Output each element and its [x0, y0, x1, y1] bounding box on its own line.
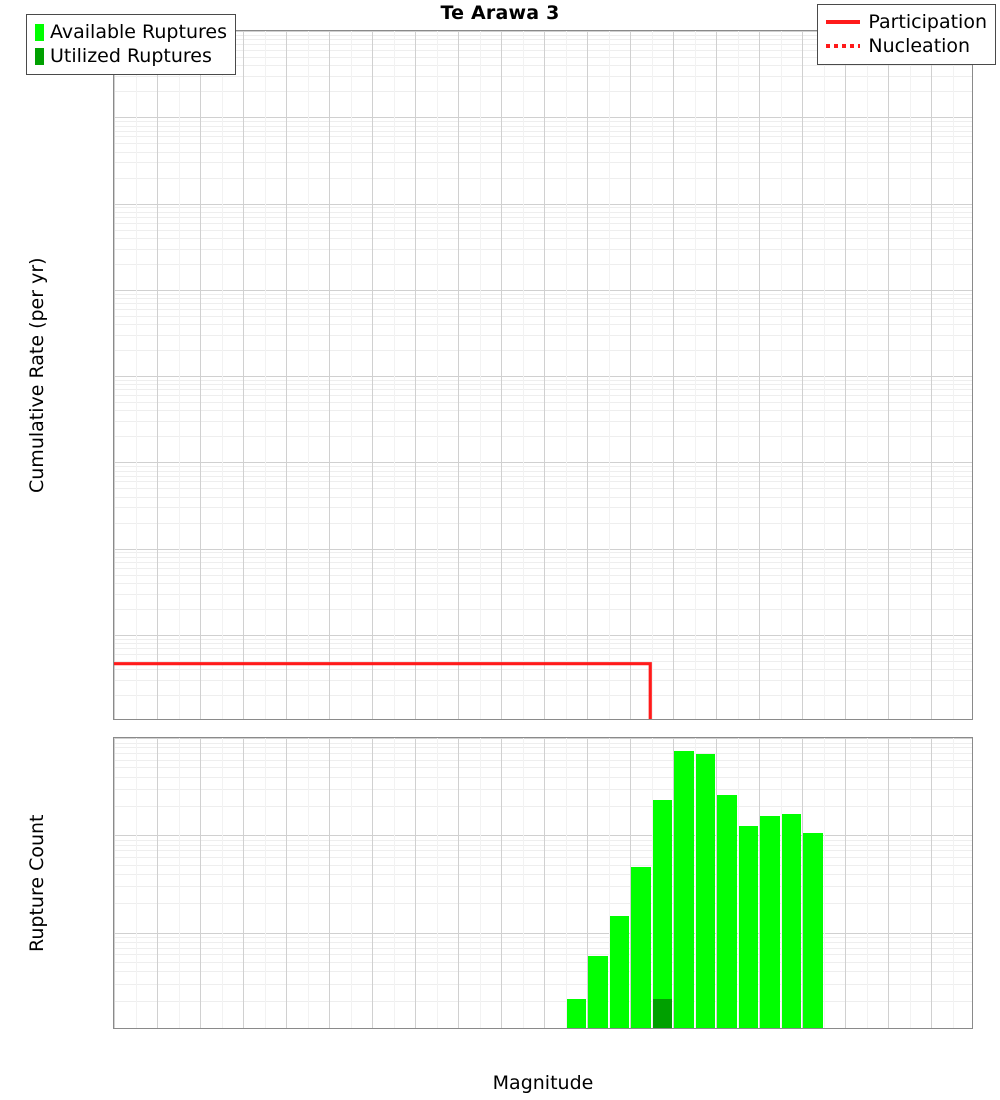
rupture-count-plot: 10310210110055.25.45.65.866.26.46.66.877…: [113, 737, 973, 1029]
participation-line: [114, 662, 652, 719]
rupture-bars: [114, 738, 972, 1028]
legend-label: Nucleation: [868, 34, 971, 57]
utilized-rupture-bar: [652, 998, 672, 1028]
top-legend: Participation Nucleation: [817, 4, 996, 65]
legend-label: Available Ruptures: [50, 20, 227, 43]
available-rupture-bar: [803, 833, 823, 1028]
available-rupture-bar: [609, 916, 629, 1028]
top-y-axis-title: Cumulative Rate (per yr): [26, 257, 48, 493]
legend-item: Participation: [826, 10, 987, 34]
available-rupture-bar: [631, 867, 651, 1028]
bottom-legend: Available Ruptures Utilized Ruptures: [26, 14, 236, 75]
dotted-line-icon: [826, 44, 861, 48]
solid-line-icon: [826, 20, 861, 24]
legend-label: Participation: [868, 10, 987, 33]
available-rupture-bar: [738, 825, 758, 1028]
legend-item: Nucleation: [826, 34, 987, 58]
top-plot-area: 10-210-310-410-510-610-710-810-910-10: [114, 31, 972, 719]
x-axis-title: Magnitude: [492, 1072, 594, 1094]
legend-item: Available Ruptures: [35, 20, 227, 44]
available-rupture-bar: [652, 800, 672, 1028]
available-rupture-bar: [566, 998, 586, 1028]
bottom-y-axis-title: Rupture Count: [26, 814, 48, 953]
cumulative-rate-plot: 10-210-310-410-510-610-710-810-910-10: [113, 30, 973, 720]
participation-curve: [114, 662, 652, 719]
available-rupture-bar: [781, 813, 801, 1028]
color-swatch-icon: [35, 47, 44, 65]
available-rupture-bar: [695, 753, 715, 1028]
legend-item: Utilized Ruptures: [35, 44, 227, 68]
page-title: Te Arawa 3: [440, 2, 560, 24]
available-rupture-bar: [588, 955, 608, 1028]
available-rupture-bar: [760, 816, 780, 1028]
available-rupture-bar: [674, 751, 694, 1028]
bottom-plot-area: 10310210110055.25.45.65.866.26.46.66.877…: [114, 738, 972, 1028]
color-swatch-icon: [35, 23, 44, 41]
legend-label: Utilized Ruptures: [50, 44, 212, 67]
available-rupture-bar: [717, 794, 737, 1028]
